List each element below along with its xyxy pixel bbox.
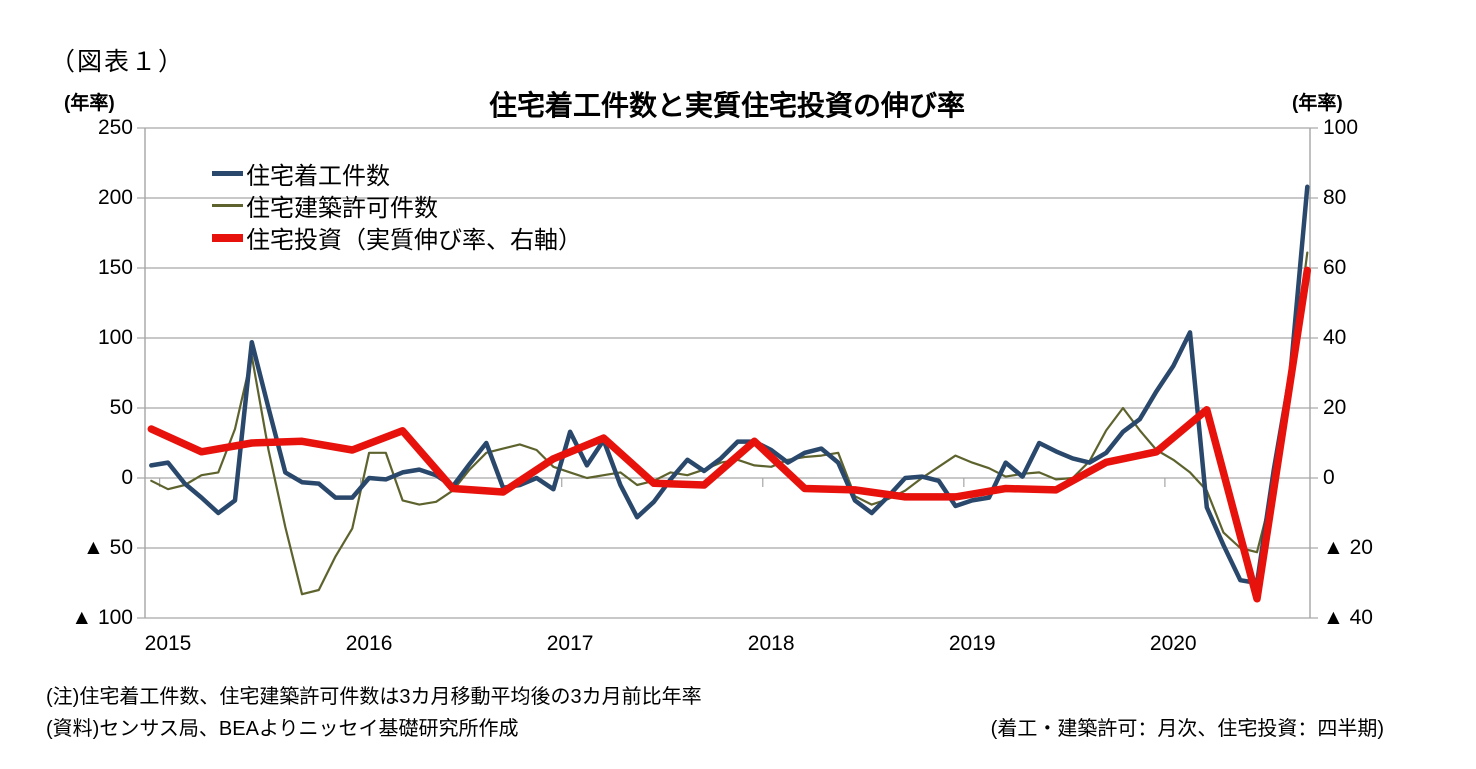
left-axis-tick-label: 50 (109, 396, 133, 419)
legend-label: 住宅着工件数 (246, 163, 390, 190)
chart-title: 住宅着工件数と実質住宅投資の伸び率 (488, 90, 965, 121)
left-axis-tick-label: 150 (97, 256, 133, 279)
right-axis-tick-label: ▲ 20 (1323, 536, 1373, 559)
figure-label: （図表１） (50, 48, 186, 76)
x-axis-year-label: 2016 (345, 632, 393, 655)
right-axis-tick-label: 40 (1323, 326, 1347, 349)
left-axis-unit-label: (年率) (64, 93, 115, 114)
legend-item: 住宅建築許可件数 (212, 188, 438, 223)
left-axis-tick-label: 200 (97, 186, 133, 209)
right-axis-tick-label: 0 (1323, 466, 1335, 489)
legend-line-swatch (212, 233, 243, 242)
x-axis-year-label: 2018 (747, 632, 795, 655)
legend-item: 住宅着工件数 (212, 156, 390, 191)
footnote-frequency: (着工・建築許可：月次、住宅投資：四半期) (990, 718, 1384, 740)
left-axis-tick-label: ▲ 50 (83, 536, 133, 559)
left-axis-tick-label: ▲ 100 (71, 606, 133, 629)
right-axis-tick-label: 80 (1323, 186, 1347, 209)
footnote-source: (資料)センサス局、BEAよりニッセイ基礎研究所作成 (46, 718, 519, 740)
series-line-0 (149, 184, 1310, 586)
x-axis-year-label: 2017 (546, 632, 594, 655)
left-axis-tick-label: 250 (97, 116, 133, 139)
left-axis-tick-label: 100 (97, 326, 133, 349)
right-axis-tick-label: 20 (1323, 396, 1347, 419)
footnote-definition: (注)住宅着工件数、住宅建築許可件数は3カ月移動平均後の3カ月前比年率 (46, 686, 702, 708)
legend-item: 住宅投資（実質伸び率、右軸） (212, 220, 582, 255)
x-axis-year-label: 2015 (144, 632, 192, 655)
series-line-2 (147, 266, 1312, 603)
right-axis-tick-label: 100 (1323, 116, 1359, 139)
x-axis-year-label: 2019 (948, 632, 996, 655)
right-axis-tick-label: 60 (1323, 256, 1347, 279)
left-axis-tick-label: 0 (121, 466, 133, 489)
legend-label: 住宅投資（実質伸び率、右軸） (246, 227, 582, 254)
right-axis-unit-label: (年率) (1292, 93, 1343, 114)
legend-line-swatch (212, 171, 243, 176)
legend-line-swatch (212, 204, 243, 207)
right-axis-tick-label: ▲ 40 (1323, 606, 1373, 629)
x-axis-year-label: 2020 (1149, 632, 1197, 655)
legend-label: 住宅建築許可件数 (246, 195, 438, 222)
